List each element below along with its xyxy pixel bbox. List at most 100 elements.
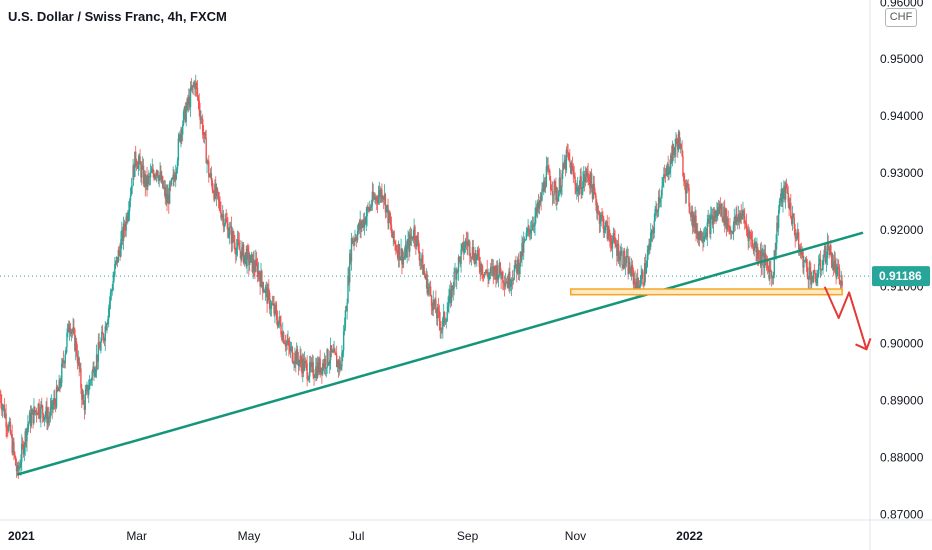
candle-body bbox=[346, 302, 348, 312]
candle-body bbox=[228, 227, 231, 235]
candle-body bbox=[396, 250, 399, 259]
candle-body bbox=[251, 254, 253, 272]
candle-body bbox=[394, 241, 396, 245]
candle-body bbox=[90, 380, 93, 381]
candle-body bbox=[632, 270, 635, 285]
candle-body bbox=[361, 224, 363, 229]
candle-body bbox=[397, 244, 400, 259]
candle-body bbox=[135, 151, 137, 162]
candle-body bbox=[606, 221, 608, 239]
candle-body bbox=[820, 269, 822, 271]
candle-body bbox=[649, 243, 651, 248]
candle-body bbox=[182, 111, 185, 125]
candle-body bbox=[659, 198, 662, 203]
candle-body bbox=[631, 264, 634, 271]
candle-body bbox=[685, 182, 688, 194]
candle-body bbox=[486, 269, 488, 276]
candle-body bbox=[788, 202, 790, 209]
candle-body bbox=[377, 195, 380, 204]
candle-body bbox=[108, 307, 110, 320]
candle-body bbox=[79, 368, 81, 370]
candle-body bbox=[460, 249, 462, 265]
candle-body bbox=[140, 164, 142, 178]
candle-body bbox=[34, 410, 37, 413]
candle-body bbox=[108, 301, 111, 308]
candle-body bbox=[729, 227, 731, 232]
candle-body bbox=[382, 196, 385, 200]
candle-body bbox=[342, 350, 344, 353]
candle-body bbox=[116, 256, 119, 263]
candle-body bbox=[315, 366, 318, 378]
candle-body bbox=[317, 362, 320, 373]
candle-body bbox=[781, 189, 783, 203]
candle-body bbox=[220, 210, 222, 218]
candle-body bbox=[143, 173, 146, 184]
candle-body bbox=[750, 239, 753, 241]
candle-body bbox=[463, 248, 466, 253]
candle-body bbox=[565, 149, 568, 170]
candle-body bbox=[142, 165, 145, 184]
candle-body bbox=[320, 367, 322, 374]
currency-badge[interactable]: CHF bbox=[885, 8, 917, 27]
candle-body bbox=[409, 234, 411, 252]
candle-body bbox=[818, 258, 821, 265]
candle-body bbox=[831, 252, 833, 268]
candle-body bbox=[413, 226, 415, 239]
candle-body bbox=[723, 206, 725, 222]
candle-body bbox=[222, 214, 224, 216]
candle-body bbox=[607, 226, 609, 239]
y-tick-label: 0.88000 bbox=[880, 450, 924, 464]
candle-body bbox=[677, 142, 679, 150]
candle-body bbox=[831, 262, 834, 268]
candle-body bbox=[473, 258, 475, 264]
candle-body bbox=[271, 303, 274, 305]
candle-body bbox=[432, 299, 434, 311]
candle-body bbox=[690, 212, 692, 217]
candle-body bbox=[294, 352, 296, 363]
candle-body bbox=[101, 331, 104, 335]
candle-body bbox=[322, 363, 325, 368]
candle-body bbox=[482, 274, 484, 276]
candle-body bbox=[179, 134, 181, 142]
candle-body bbox=[738, 213, 741, 222]
candle-body bbox=[208, 161, 210, 178]
candle-body bbox=[405, 244, 407, 258]
candle-body bbox=[123, 223, 126, 230]
candle-body bbox=[523, 240, 525, 253]
candle-body bbox=[6, 427, 8, 429]
candle-body bbox=[503, 282, 505, 284]
candle-body bbox=[550, 189, 553, 191]
candle-body bbox=[107, 319, 109, 324]
candle-body bbox=[577, 186, 580, 195]
candle-body bbox=[625, 256, 628, 264]
candle-body bbox=[200, 118, 202, 120]
candle-body bbox=[803, 260, 805, 268]
candle-body bbox=[756, 247, 758, 253]
candle-body bbox=[510, 280, 513, 286]
candle-body bbox=[412, 238, 414, 240]
candle-body bbox=[343, 327, 346, 332]
candle-body bbox=[579, 176, 581, 188]
candle-body bbox=[333, 349, 335, 353]
candle-body bbox=[133, 165, 135, 177]
candle-body bbox=[347, 275, 349, 303]
candle-body bbox=[121, 230, 124, 241]
candle-body bbox=[615, 244, 617, 247]
y-tick-label: 0.89000 bbox=[880, 394, 924, 408]
candle-body bbox=[828, 249, 830, 255]
candle-body bbox=[151, 168, 153, 173]
candle-body bbox=[603, 218, 605, 233]
candle-body bbox=[389, 221, 392, 225]
candle-body bbox=[74, 341, 77, 351]
candle-body bbox=[664, 174, 667, 176]
candle-body bbox=[418, 250, 421, 261]
candle-body bbox=[590, 172, 592, 189]
candle-body bbox=[463, 242, 465, 253]
candle-body bbox=[567, 151, 569, 153]
candle-body bbox=[542, 188, 544, 192]
candle-body bbox=[623, 250, 626, 266]
candle-body bbox=[640, 275, 642, 285]
candle-body bbox=[656, 208, 658, 212]
candle-body bbox=[509, 285, 512, 288]
